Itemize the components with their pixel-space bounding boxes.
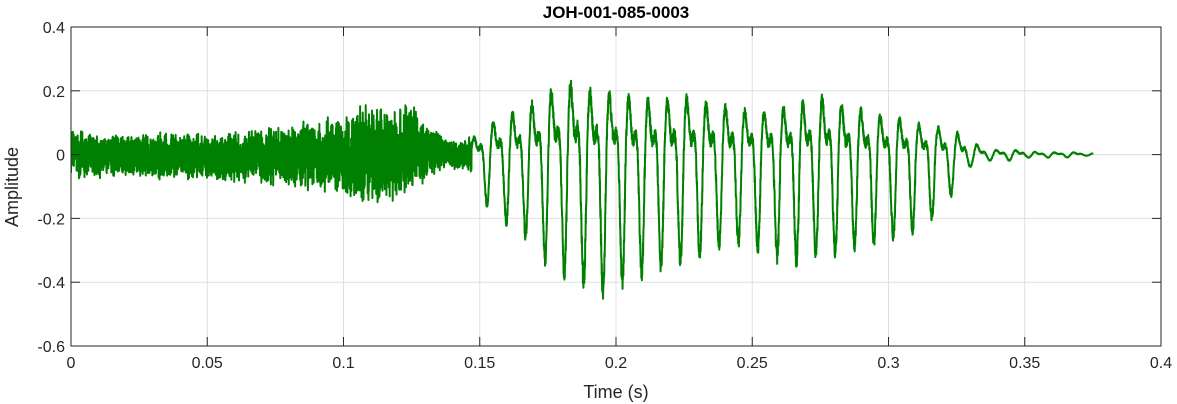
y-tick-label: -0.4 xyxy=(37,275,65,292)
y-tick-label: 0.4 xyxy=(43,20,65,37)
y-tick-label: 0.2 xyxy=(43,84,65,101)
x-tick-label: 0.05 xyxy=(192,355,223,372)
y-tick-label: -0.2 xyxy=(37,211,65,228)
waveform-series-line xyxy=(71,79,1094,300)
y-axis-label: Amplitude xyxy=(2,147,22,227)
y-tick-label: 0 xyxy=(56,148,65,165)
x-tick-label: 0.25 xyxy=(737,355,768,372)
x-tick-label: 0.3 xyxy=(877,355,899,372)
plot-area xyxy=(71,79,1094,300)
x-tick-label: 0.15 xyxy=(464,355,495,372)
tick-marks xyxy=(70,26,1162,347)
y-tick-label: -0.6 xyxy=(37,339,65,356)
x-tick-label: 0.1 xyxy=(332,355,354,372)
x-tick-label: 0.4 xyxy=(1150,355,1172,372)
x-axis-label: Time (s) xyxy=(583,382,648,402)
x-tick-label: 0.2 xyxy=(605,355,627,372)
x-tick-labels: 0 0.05 0.1 0.15 0.2 0.25 0.3 0.35 0.4 xyxy=(67,355,1173,372)
x-tick-label: 0 xyxy=(67,355,76,372)
x-tick-label: 0.35 xyxy=(1009,355,1040,372)
y-tick-labels: 0.4 0.2 0 -0.2 -0.4 -0.6 xyxy=(37,20,65,356)
chart-title: JOH-001-085-0003 xyxy=(543,3,689,22)
